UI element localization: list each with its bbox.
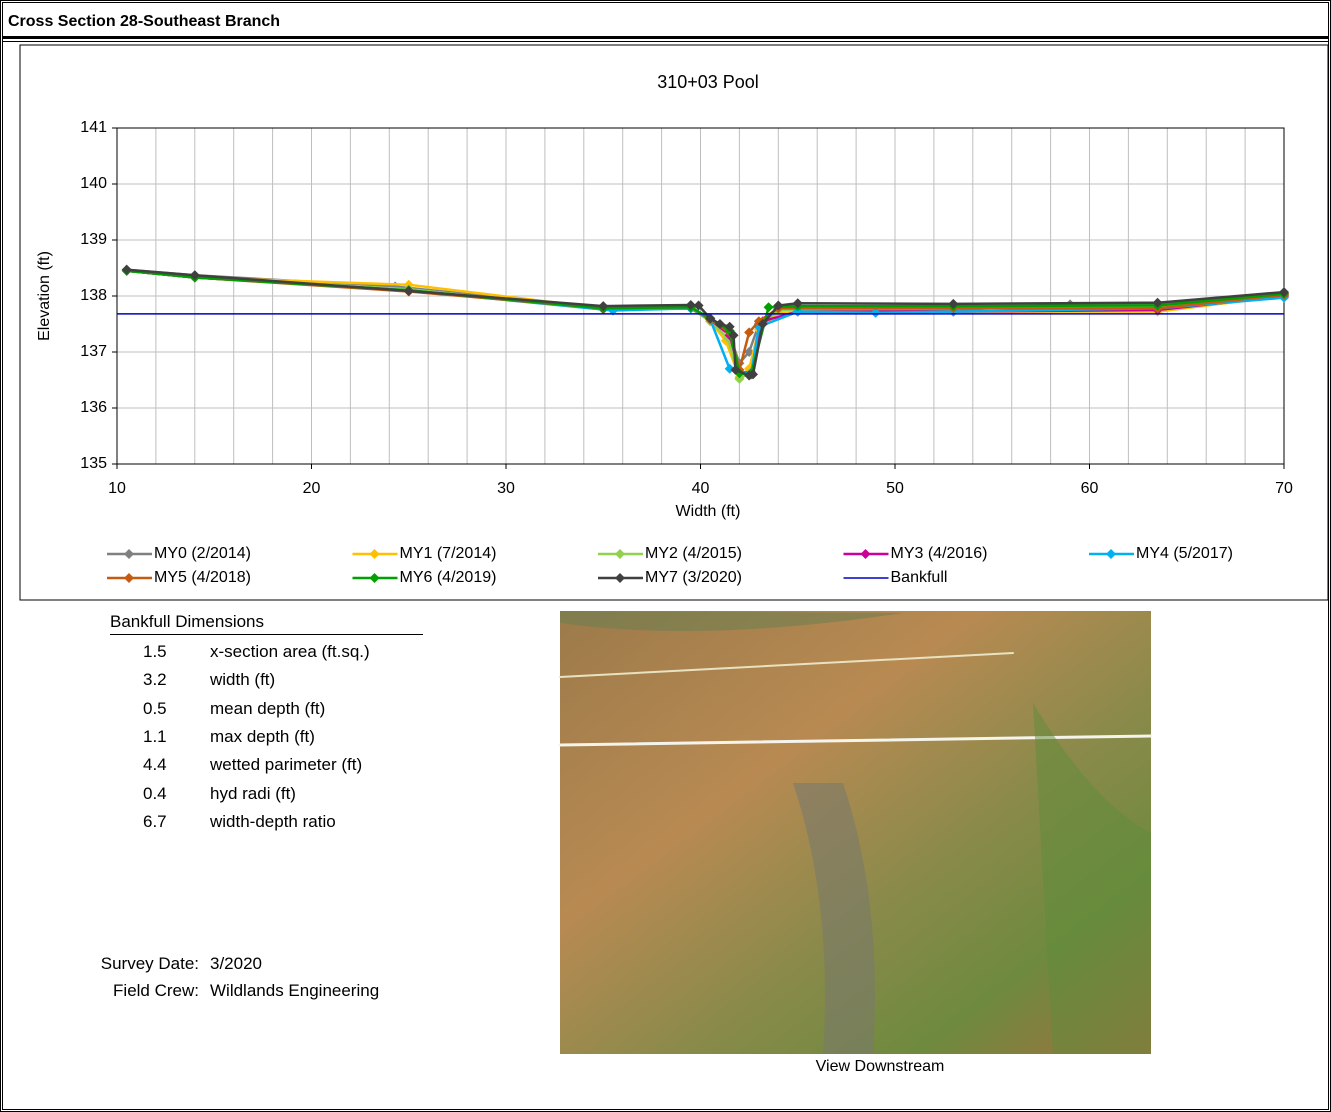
table-label: max depth (ft) — [210, 726, 315, 746]
legend-marker — [369, 549, 380, 559]
data-point — [948, 298, 959, 309]
x-tick-label: 10 — [108, 480, 126, 497]
table-value: 6.7 — [143, 811, 167, 831]
header-rule — [3, 36, 1328, 42]
table-value: 0.4 — [143, 783, 167, 803]
page-title: Cross Section 28-Southeast Branch — [8, 13, 281, 30]
survey-date-label: Survey Date: — [100, 954, 199, 973]
photo-detail — [558, 611, 1153, 1054]
y-tick-label: 135 — [80, 455, 107, 472]
data-point — [792, 298, 803, 309]
data-point — [1152, 297, 1163, 308]
table-label: wetted parimeter (ft) — [210, 755, 363, 775]
table-value: 1.5 — [143, 642, 167, 661]
data-point — [705, 313, 716, 324]
data-point — [598, 301, 609, 312]
data-point — [714, 319, 725, 329]
field-crew-label: Field Crew: — [113, 981, 199, 1000]
data-point — [189, 270, 200, 281]
legend-marker — [615, 549, 625, 559]
table-label: width-depth ratio — [210, 811, 336, 831]
x-tick-label: 40 — [692, 480, 710, 497]
y-tick-label: 138 — [80, 287, 107, 304]
data-point — [724, 321, 735, 332]
legend-label: MY4 (5/2017) — [1136, 545, 1233, 562]
field-crew: Wildlands Engineering — [210, 981, 380, 1000]
legend-marker — [124, 573, 134, 583]
table-label: mean depth (ft) — [210, 698, 326, 718]
legend-label: MY1 (7/2014) — [400, 545, 497, 562]
x-tick-label: 70 — [1275, 480, 1293, 497]
y-axis-label: Elevation (ft) — [36, 251, 53, 341]
legend-label: MY3 (4/2016) — [891, 545, 988, 562]
data-point — [744, 327, 755, 338]
x-tick-label: 60 — [1081, 480, 1099, 497]
table-value: 1.1 — [143, 726, 167, 746]
table-title: Bankfull Dimensions — [110, 612, 423, 635]
x-tick-label: 30 — [497, 480, 515, 497]
legend-label: Bankfull — [891, 569, 948, 586]
legend-label: MY2 (4/2015) — [645, 545, 742, 562]
data-point — [870, 307, 881, 318]
table-label: width (ft) — [210, 670, 276, 690]
data-point — [748, 369, 759, 380]
y-tick-label: 140 — [80, 175, 107, 192]
legend-label: MY7 (3/2020) — [645, 569, 742, 586]
x-tick-label: 20 — [303, 480, 321, 497]
chart: 310+03 Pool Width (ft) Elevation (ft) 13… — [19, 44, 1328, 1075]
legend-marker — [860, 549, 871, 559]
y-tick-label: 141 — [80, 119, 107, 136]
table-label: hyd radi (ft) — [210, 783, 296, 803]
data-point — [734, 373, 745, 384]
data-point — [773, 300, 784, 311]
y-tick-label: 139 — [80, 231, 107, 248]
legend-marker — [124, 549, 134, 559]
legend-label: MY0 (2/2014) — [154, 545, 251, 562]
y-tick-label: 136 — [80, 399, 107, 416]
legend-marker — [369, 573, 380, 583]
x-tick-label: 50 — [886, 480, 904, 497]
survey-date: 3/2020 — [210, 954, 262, 973]
legend-label: MY6 (4/2019) — [400, 569, 497, 586]
legend-marker — [1106, 549, 1116, 559]
chart-frame — [19, 44, 1328, 601]
data-point — [685, 299, 696, 310]
data-point — [403, 285, 414, 296]
data-point — [730, 364, 741, 375]
x-axis-label: Width (ft) — [676, 503, 741, 520]
photo-caption: View Downstream — [816, 1058, 945, 1075]
y-tick-label: 137 — [80, 343, 107, 360]
legend-marker — [615, 573, 625, 583]
data-point — [763, 302, 774, 313]
legend-label: MY5 (4/2018) — [154, 569, 251, 586]
data-point — [757, 319, 768, 329]
table-value: 4.4 — [143, 755, 167, 775]
table-value: 0.5 — [143, 698, 167, 718]
data-point — [693, 300, 704, 311]
chart-title: 310+03 Pool — [657, 72, 759, 92]
data-point — [121, 264, 132, 275]
data-point — [1279, 287, 1289, 298]
data-point — [728, 330, 739, 341]
table-value: 3.2 — [143, 670, 167, 690]
table-label: x-section area (ft.sq.) — [210, 642, 370, 661]
